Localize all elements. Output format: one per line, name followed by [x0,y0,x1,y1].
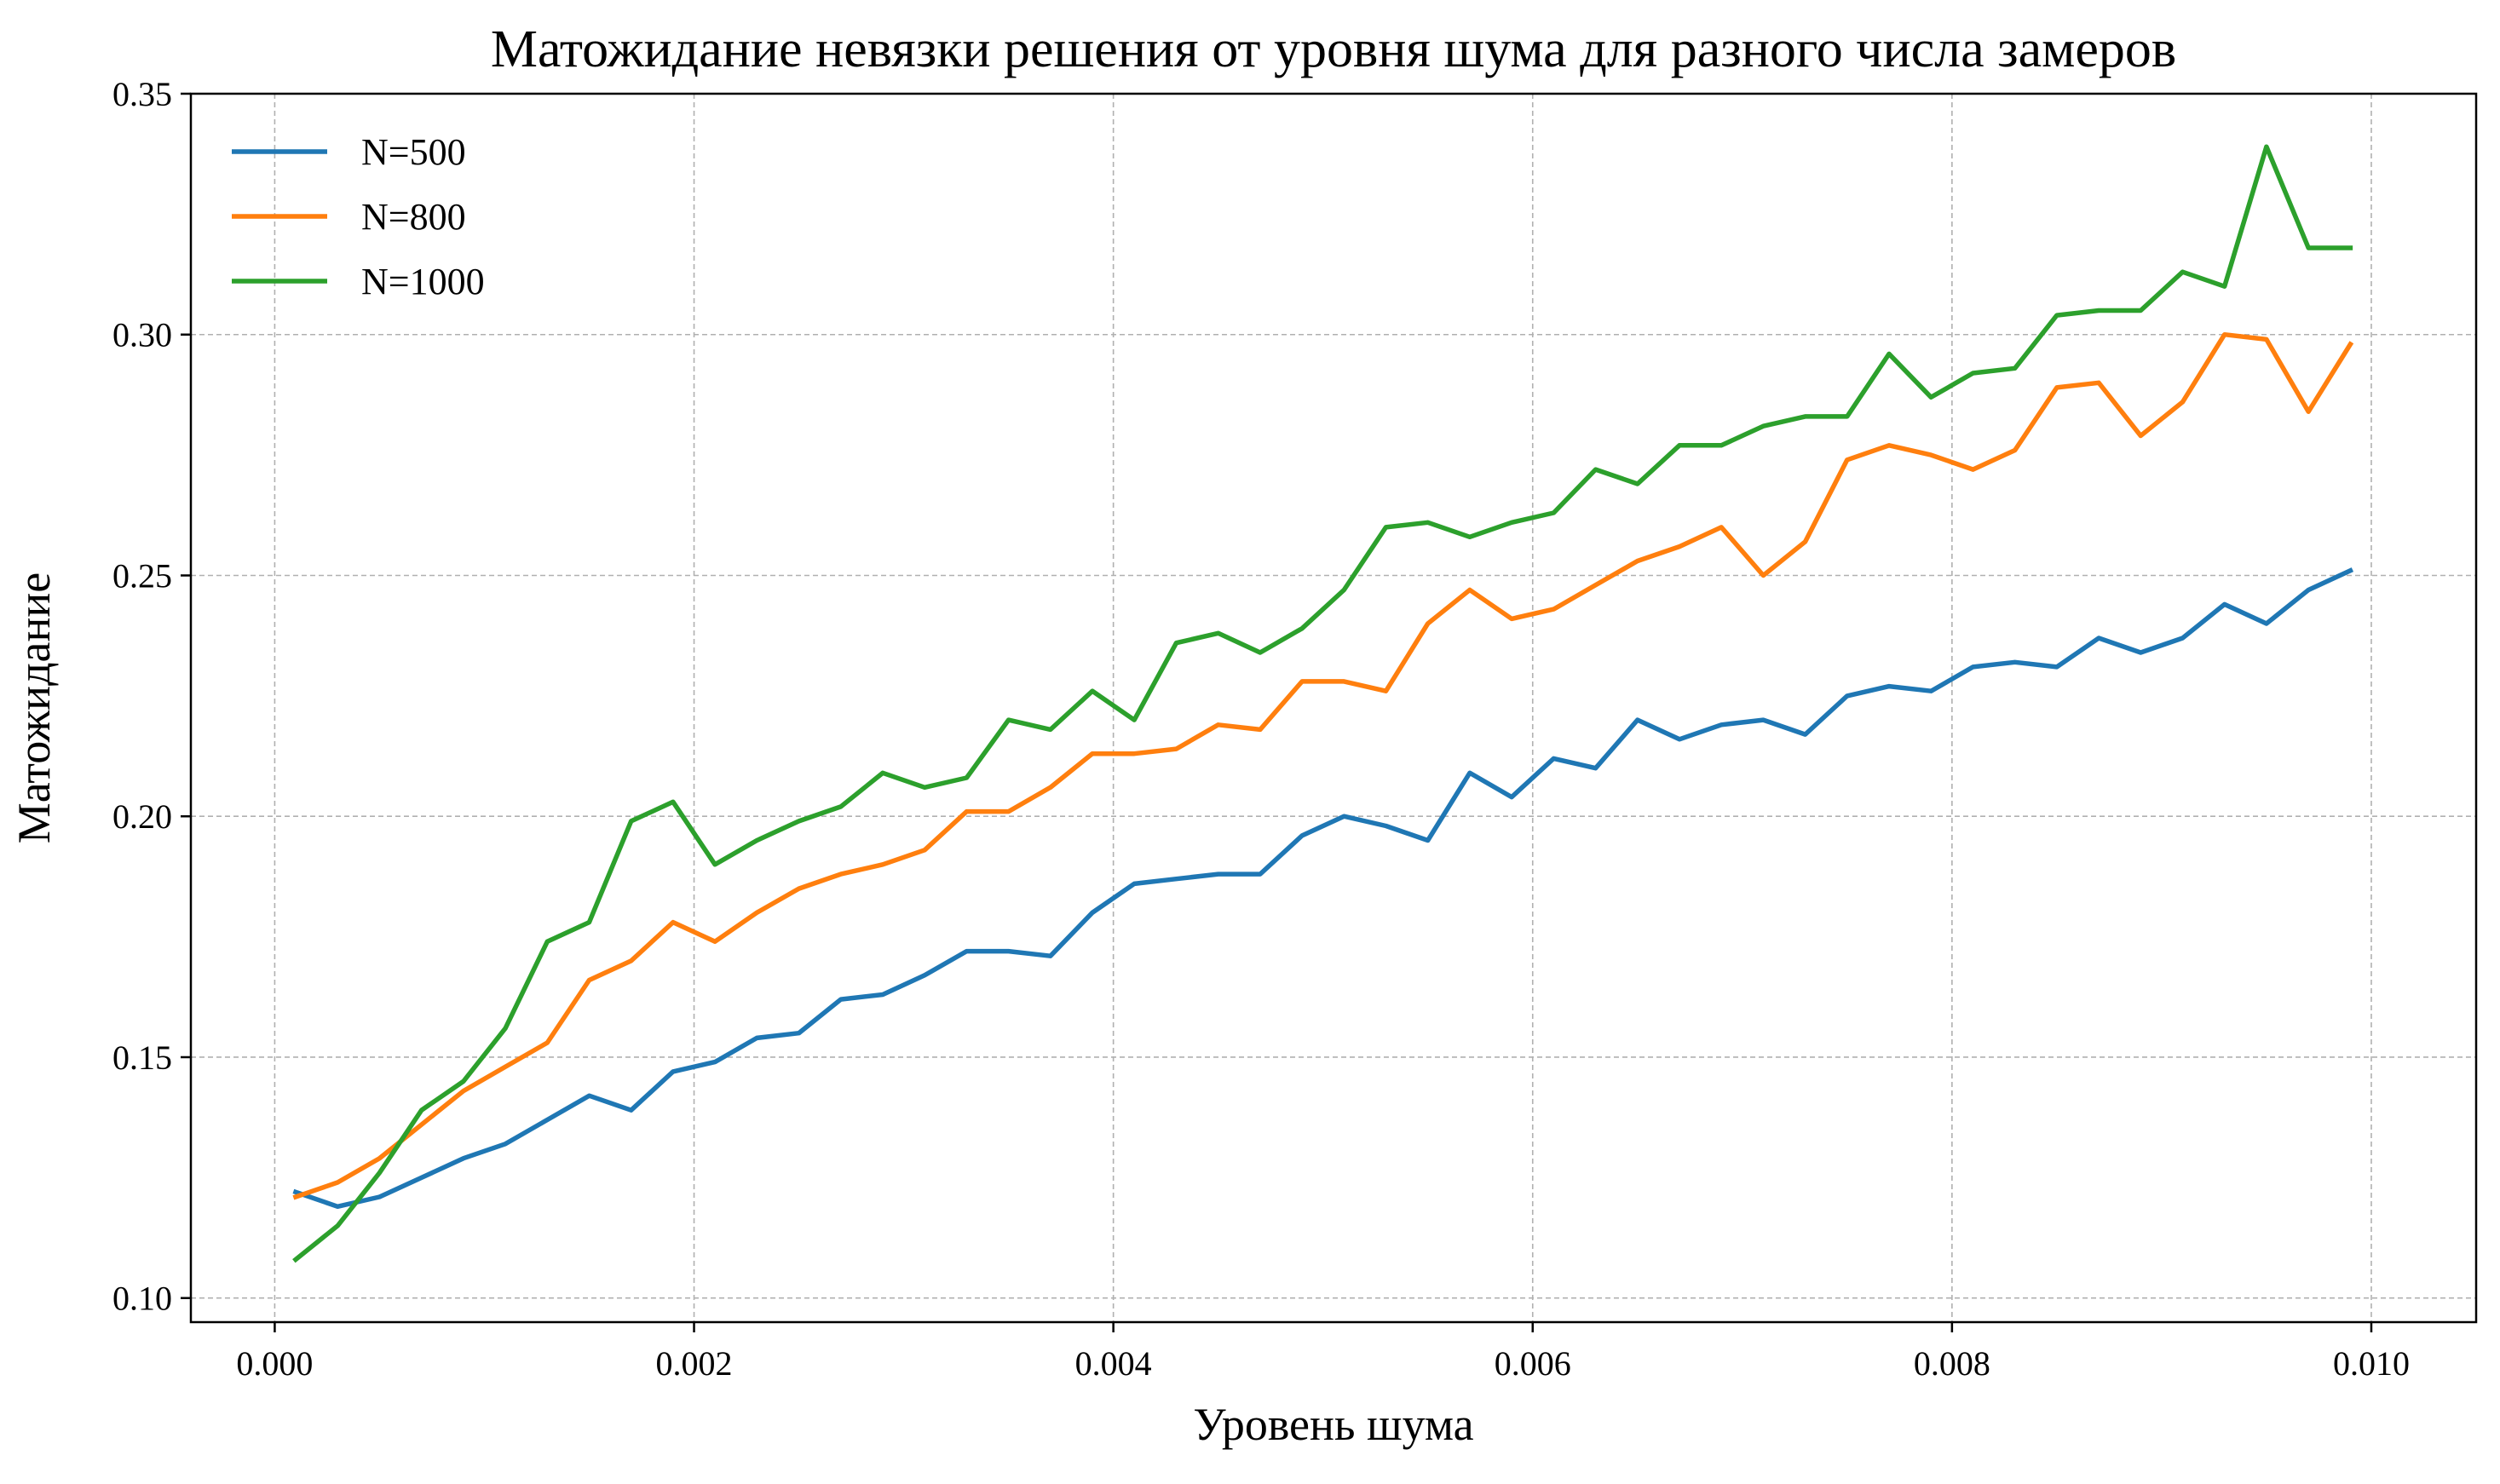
x-tick-label: 0.004 [1075,1344,1152,1383]
y-tick-label: 0.25 [112,556,172,595]
legend-label-n-1000: N=1000 [361,261,485,302]
x-tick-label: 0.006 [1495,1344,1571,1383]
x-tick-label: 0.002 [656,1344,733,1383]
y-tick-label: 0.15 [112,1038,172,1077]
legend-label-n-500: N=500 [361,131,466,173]
plot-frame [189,92,2478,1324]
y-tick-label: 0.20 [112,797,172,836]
series-lines [292,144,2354,1263]
x-tick-label: 0.000 [236,1344,313,1383]
chart-title: Матожидание невязки решения от уровня шу… [491,20,2176,78]
series-line-n-500 [292,567,2354,1210]
x-tick-label: 0.010 [2333,1344,2410,1383]
y-tick-label: 0.30 [112,316,172,354]
series-line-n-1000 [292,144,2353,1263]
x-tick-label: 0.008 [1914,1344,1990,1383]
y-tick-label: 0.10 [112,1280,172,1318]
legend-label-n-800: N=800 [361,196,466,238]
x-axis-label: Уровень шума [1193,1399,1473,1450]
y-axis-label: Матожидание [9,572,60,844]
y-tick-label: 0.35 [112,75,172,113]
legend: N=500 N=800 N=1000 [232,131,485,302]
series-line-n-800 [292,331,2354,1200]
axis-ticks: 0.000 0.002 0.004 0.006 0.008 0.010 0.10 0.15 0.… [112,75,2410,1383]
